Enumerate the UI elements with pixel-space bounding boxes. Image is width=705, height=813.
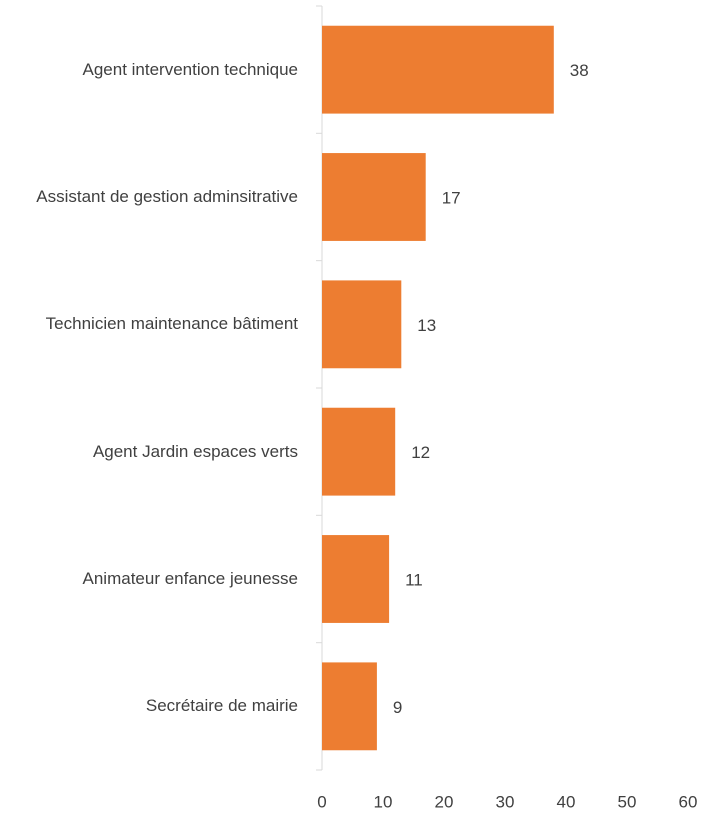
category-label: Agent intervention technique bbox=[0, 30, 299, 110]
data-label: 12 bbox=[411, 443, 430, 462]
x-tick-label: 60 bbox=[679, 792, 698, 811]
category-label: Animateur enfance jeunesse bbox=[0, 539, 298, 619]
data-label: 11 bbox=[405, 570, 423, 589]
category-text: Agent Jardin espaces verts bbox=[92, 441, 298, 461]
bar bbox=[322, 153, 426, 241]
data-label: 13 bbox=[417, 316, 436, 335]
x-tick-label: 40 bbox=[557, 792, 576, 811]
category-label: Assistant de gestion adminsitrative bbox=[0, 157, 298, 237]
category-label: Agent Jardin espaces verts bbox=[0, 412, 298, 492]
category-text: Animateur enfance jeunesse bbox=[82, 569, 298, 588]
x-tick-label: 0 bbox=[317, 792, 326, 811]
data-label: 38 bbox=[570, 61, 589, 80]
category-label: Technicien maintenance bâtiment bbox=[0, 284, 298, 364]
x-tick-label: 10 bbox=[374, 792, 393, 811]
category-text: Assistant de gestion adminsitrative bbox=[36, 187, 298, 206]
category-text: Agent intervention technique bbox=[82, 59, 299, 79]
data-label: 17 bbox=[442, 188, 461, 207]
category-text: Technicien maintenance bâtiment bbox=[45, 314, 298, 334]
data-label: 9 bbox=[393, 698, 402, 717]
bar bbox=[322, 407, 396, 496]
bar bbox=[322, 662, 377, 751]
bar bbox=[322, 25, 554, 114]
category-label: Secrétaire de mairie bbox=[0, 666, 298, 746]
bar bbox=[322, 535, 390, 623]
category-text: Secrétaire de mairie bbox=[145, 696, 298, 716]
x-tick-label: 30 bbox=[496, 792, 515, 811]
x-tick-label: 50 bbox=[618, 792, 637, 811]
x-tick-label: 20 bbox=[435, 792, 454, 811]
bar bbox=[322, 280, 402, 369]
